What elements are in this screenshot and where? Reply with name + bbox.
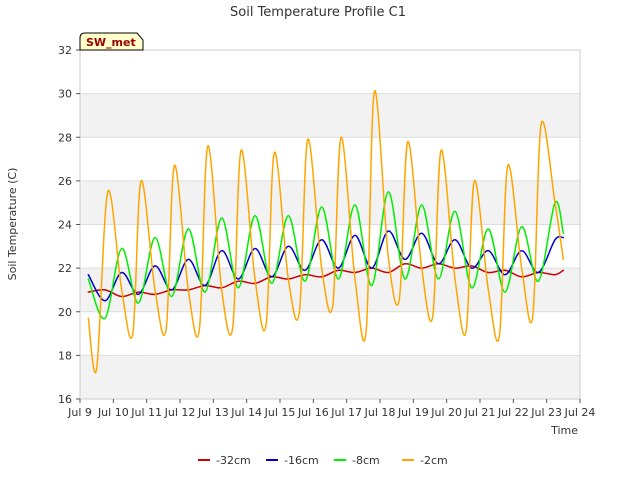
x-tick-label: Jul 19	[397, 406, 429, 419]
y-axis-label: Soil Temperature (C)	[6, 168, 19, 281]
grid-band	[80, 93, 580, 138]
y-tick-label: 30	[58, 88, 72, 101]
x-tick-label: Jul 22	[497, 406, 529, 419]
grid-band	[80, 355, 580, 399]
x-axis-label: Time	[550, 424, 578, 437]
badge-shape	[79, 32, 144, 51]
x-tick-label: Jul 21	[464, 406, 496, 419]
legend-label: -16cm	[284, 454, 319, 467]
badge-label: SW_met	[86, 36, 136, 49]
plot-background	[79, 49, 581, 400]
x-tick-label: Jul 12	[164, 406, 196, 419]
y-tick-label: 26	[58, 175, 72, 188]
x-tick-label: Jul 14	[230, 406, 262, 419]
grid-band	[80, 268, 580, 312]
legend-label: -2cm	[420, 454, 448, 467]
x-tick-label: Jul 20	[430, 406, 462, 419]
x-tick-label: Jul 24	[564, 406, 596, 419]
grid-band	[80, 180, 580, 225]
x-tick-label: Jul 11	[130, 406, 162, 419]
x-tick-label: Jul 13	[197, 406, 229, 419]
y-tick-label: 18	[58, 349, 72, 362]
y-tick-label: 28	[58, 131, 72, 144]
x-tick-label: Jul 18	[364, 406, 396, 419]
y-tick-label: 20	[58, 306, 72, 319]
x-tick-label: Jul 16	[297, 406, 329, 419]
y-tick-label: 16	[58, 393, 72, 406]
series-line-2cmcm	[87, 90, 565, 374]
legend: -32cm -16cm -8cm -2cm	[198, 454, 448, 467]
x-tick-label: Jul 10	[97, 406, 129, 419]
x-tick-label: Jul 9	[67, 406, 92, 419]
x-tick-label: Jul 23	[530, 406, 562, 419]
x-tick-label: Jul 17	[330, 406, 362, 419]
series-lines	[87, 90, 565, 374]
legend-label: -8cm	[352, 454, 380, 467]
y-tick-label: 24	[58, 219, 72, 232]
y-tick-label: 32	[58, 44, 72, 57]
y-tick-label: 22	[58, 262, 72, 275]
series-line-16cmcm	[87, 230, 565, 302]
x-tick-label: Jul 15	[264, 406, 296, 419]
chart-title: Soil Temperature Profile C1	[230, 5, 406, 20]
badge: SW_met	[79, 32, 144, 51]
legend-label: -32cm	[216, 454, 251, 467]
